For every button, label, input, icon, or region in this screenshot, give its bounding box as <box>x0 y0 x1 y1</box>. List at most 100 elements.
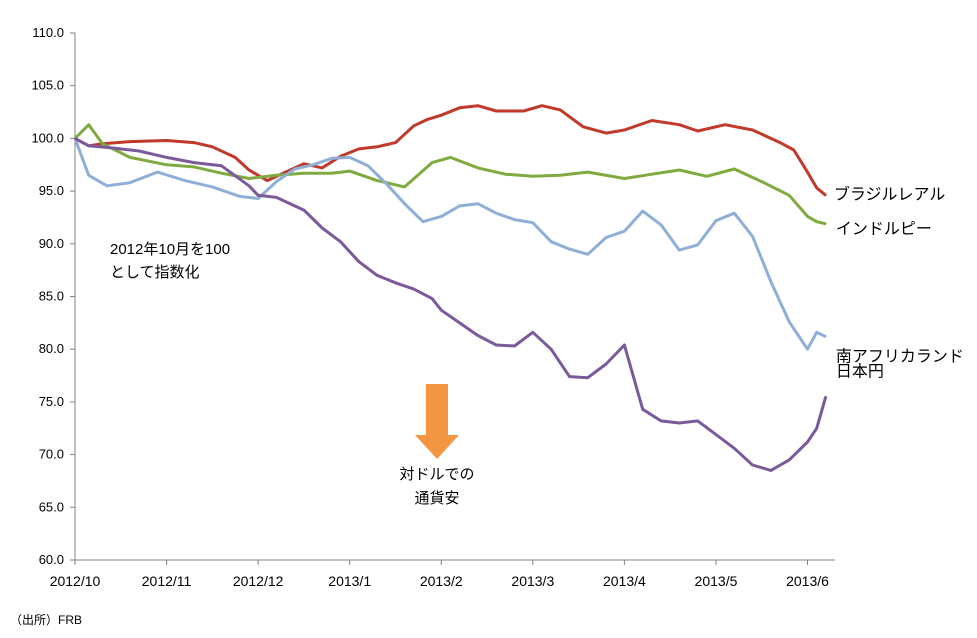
series-point <box>330 157 333 160</box>
series-point <box>532 175 534 178</box>
series-point <box>806 441 809 443</box>
series-point <box>660 224 662 226</box>
series-point <box>321 167 324 169</box>
x-tick-label: 2013/6 <box>786 573 829 589</box>
series-point <box>825 194 827 197</box>
series-point <box>788 320 791 323</box>
arrow-text-line1: 対ドルでの <box>399 466 474 483</box>
series-point <box>504 173 507 176</box>
series-point <box>193 166 195 168</box>
series-point <box>303 172 305 174</box>
series-point <box>477 202 479 205</box>
y-tick-label: 70.0 <box>39 447 64 462</box>
series-point <box>751 464 754 466</box>
series-point <box>248 169 250 171</box>
series-point <box>220 165 223 167</box>
series-point <box>165 139 168 142</box>
series-point <box>770 280 772 283</box>
series-point <box>715 219 717 222</box>
series-point <box>815 427 818 430</box>
y-tick-label: 65.0 <box>39 499 64 514</box>
x-tick-label: 2013/4 <box>603 573 646 589</box>
series-point <box>806 348 809 351</box>
y-tick-label: 100.0 <box>31 130 64 145</box>
x-tick-label: 2012/10 <box>50 573 101 589</box>
series-point <box>696 420 699 422</box>
series-point <box>605 132 607 134</box>
down-arrow-icon <box>415 384 459 459</box>
series-point <box>431 297 433 300</box>
series-point <box>696 244 699 246</box>
series-point <box>458 205 461 207</box>
series-point <box>293 168 296 170</box>
series-point <box>257 174 259 177</box>
series-point <box>733 168 736 170</box>
series-point <box>724 123 726 126</box>
series-line <box>73 123 827 226</box>
series-point <box>339 240 342 243</box>
y-axis-ticks: 110.0 105.0 100.0 95.0 90.0 85.0 80.0 75.0 70.0 6… <box>31 25 75 567</box>
series-point <box>275 196 278 199</box>
series-point <box>193 141 195 144</box>
series-point <box>605 363 607 365</box>
series-point <box>559 174 562 177</box>
series-point <box>513 345 516 347</box>
series-point <box>348 156 351 159</box>
series-point <box>623 230 626 232</box>
series-point <box>532 221 534 224</box>
series-point <box>74 137 76 140</box>
series-point <box>477 334 479 337</box>
series-point <box>825 335 827 338</box>
series-point <box>641 408 644 411</box>
series-point <box>394 281 397 284</box>
series-point <box>550 240 552 243</box>
series-point <box>568 248 571 250</box>
y-tick-label: 105.0 <box>31 78 64 93</box>
series-point <box>426 118 429 121</box>
series-point <box>815 331 818 334</box>
source-note: （出所）FRB <box>10 613 82 627</box>
series-point <box>248 177 250 180</box>
series-label: 日本円 <box>836 363 884 381</box>
series-point <box>275 174 278 177</box>
series-point <box>440 114 443 117</box>
series-point <box>376 179 378 182</box>
series-point <box>110 147 113 149</box>
series-point <box>87 123 90 126</box>
series-point <box>495 110 498 112</box>
series-point <box>376 146 378 148</box>
series-point <box>165 156 168 159</box>
series-point <box>211 146 214 148</box>
series-point <box>751 129 754 131</box>
series-point <box>696 130 699 132</box>
series-point <box>184 179 186 182</box>
series-point <box>358 260 360 263</box>
series-point <box>568 375 571 378</box>
series-point <box>101 142 104 145</box>
series-point <box>303 209 305 211</box>
y-tick-label: 95.0 <box>39 183 64 198</box>
series-point <box>586 376 589 379</box>
series-point <box>403 186 406 188</box>
series-point <box>275 180 278 183</box>
series-point <box>825 222 827 225</box>
series-point <box>815 220 818 223</box>
series-point <box>330 172 333 174</box>
x-axis-ticks: 2012/10 2012/11 2012/12 2013/1 2013/2 2013/3 2… <box>50 560 829 589</box>
series-point <box>751 235 754 238</box>
series-line <box>74 104 827 197</box>
series-point <box>641 210 644 212</box>
series-point <box>422 220 424 223</box>
y-tick-label: 60.0 <box>39 552 64 567</box>
series-point <box>156 171 159 173</box>
series-point <box>458 107 461 109</box>
series-point <box>532 331 534 334</box>
series-point <box>522 110 525 112</box>
x-tick-label: 2013/5 <box>695 573 738 589</box>
series-point <box>678 169 681 171</box>
x-tick-label: 2013/3 <box>511 573 554 589</box>
series-point <box>788 194 791 197</box>
x-tick-label: 2012/11 <box>142 573 192 589</box>
series-label: 南アフリカランド <box>836 348 964 366</box>
